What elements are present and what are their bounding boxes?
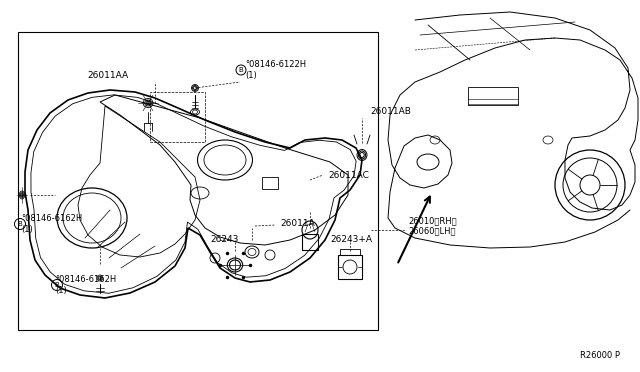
Bar: [338, 255, 362, 279]
Text: °08146-6122H
(1): °08146-6122H (1): [245, 60, 306, 80]
Bar: [302, 234, 318, 250]
Text: °08146-6162H
(1): °08146-6162H (1): [21, 214, 83, 234]
Text: R26000 P: R26000 P: [580, 351, 620, 360]
Text: °08146-6162H
(1): °08146-6162H (1): [55, 275, 116, 295]
Bar: [262, 177, 278, 189]
Text: B: B: [239, 67, 243, 73]
Text: B: B: [18, 221, 22, 227]
Text: 26010〈RH〉
26060〈LH〉: 26010〈RH〉 26060〈LH〉: [408, 216, 456, 236]
Text: 26011AA: 26011AA: [87, 71, 128, 80]
Text: 26011A: 26011A: [280, 219, 315, 228]
Bar: [150, 92, 205, 142]
Text: 26243+A: 26243+A: [330, 235, 372, 244]
Text: 26011AB: 26011AB: [370, 108, 411, 116]
Bar: [18, 32, 378, 330]
Text: 26011AC: 26011AC: [328, 170, 369, 180]
Bar: [468, 87, 518, 105]
Text: B: B: [54, 282, 60, 288]
Text: 26243: 26243: [210, 235, 238, 244]
Bar: [340, 249, 360, 255]
